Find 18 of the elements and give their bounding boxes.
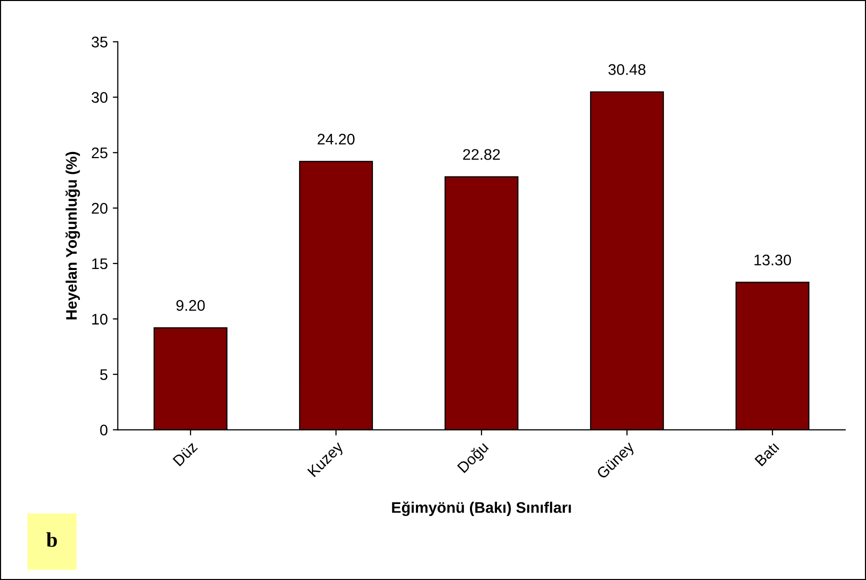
data-label: 30.48 xyxy=(608,64,646,75)
y-tick-label: 20 xyxy=(92,202,108,214)
x-axis-title: Eğimyönü (Bakı) Sınıfları xyxy=(392,502,571,516)
data-label: 22.82 xyxy=(463,149,500,160)
y-tick-label: 10 xyxy=(92,314,108,325)
y-tick-label: 15 xyxy=(92,258,108,270)
data-label: 9.20 xyxy=(176,300,205,311)
y-tick-label: 35 xyxy=(92,36,108,48)
data-label: 24.20 xyxy=(318,134,355,145)
y-axis-title: Heyelan Yoğunluğu (%) xyxy=(65,152,80,320)
x-tick-label: Düz xyxy=(172,441,198,466)
x-tick-label: Batı xyxy=(754,442,780,466)
text: b xyxy=(46,532,57,547)
data-label: 13.30 xyxy=(754,254,791,266)
y-tick-label: 5 xyxy=(100,369,108,380)
y-tick-label: 0 xyxy=(100,424,108,436)
y-tick-label: 30 xyxy=(92,92,108,103)
y-tick-label: 25 xyxy=(92,147,108,158)
